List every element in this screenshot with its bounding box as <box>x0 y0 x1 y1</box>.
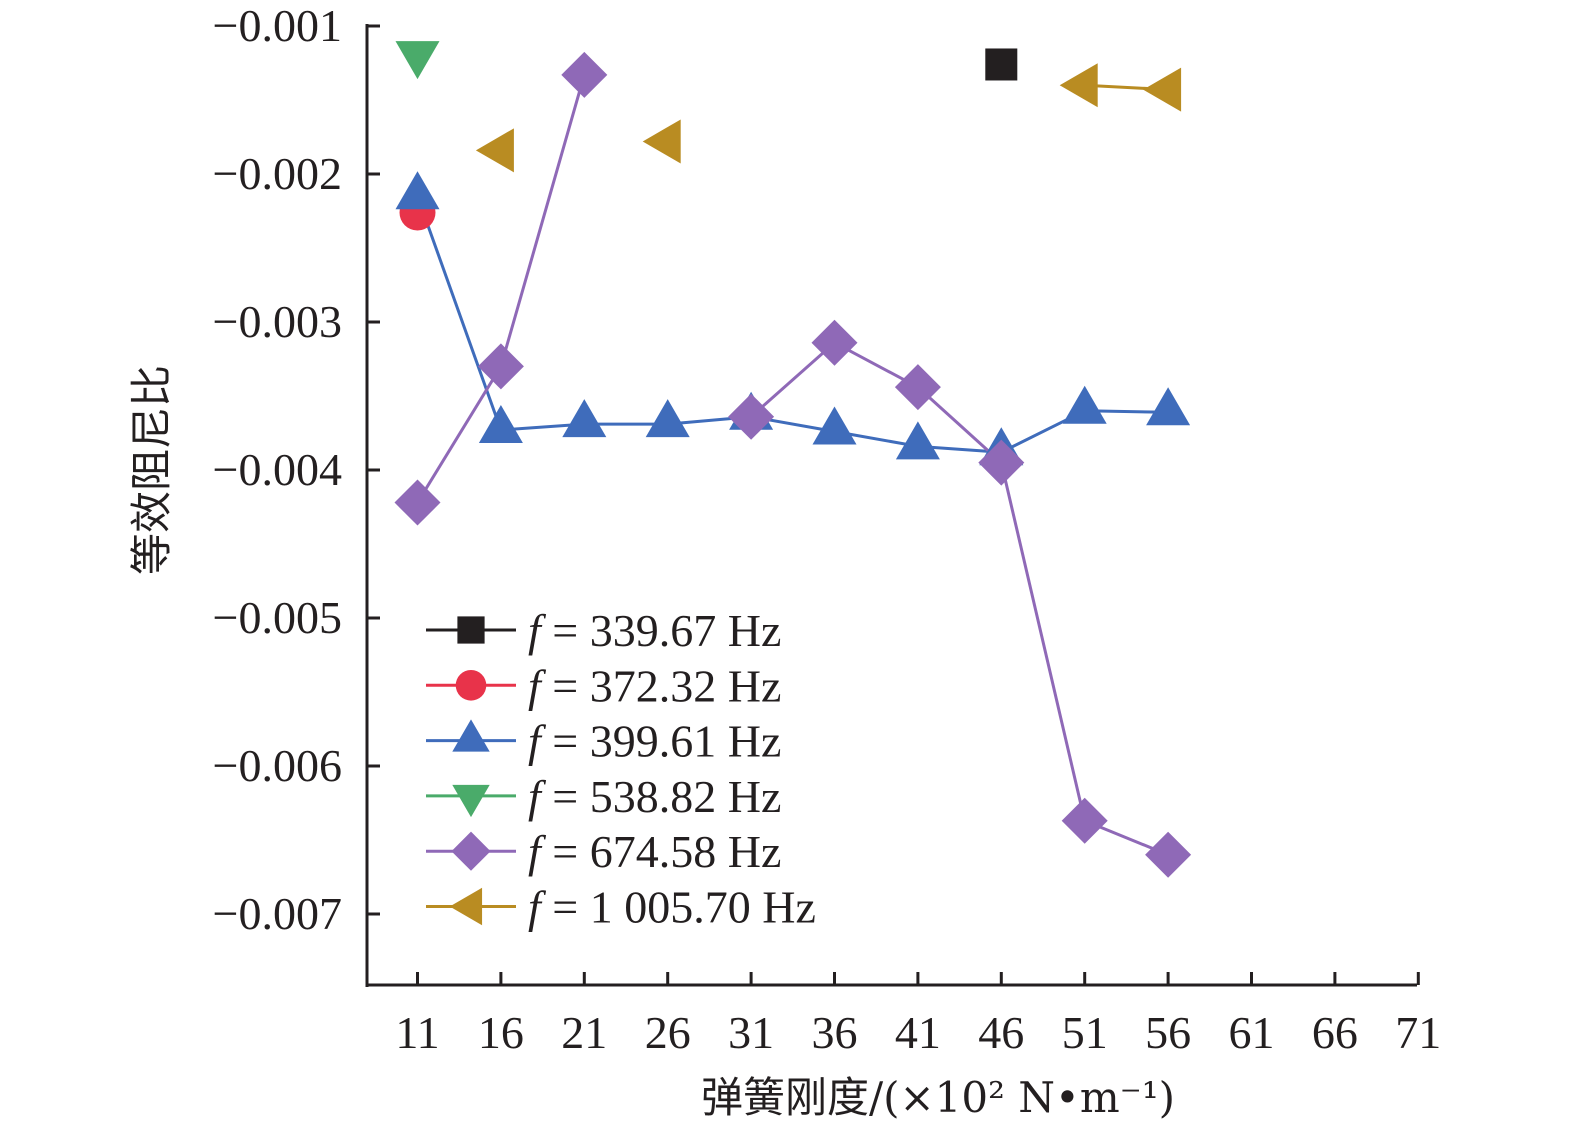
y-tick-label: −0.005 <box>213 592 342 643</box>
y-axis-title: 等效阻尼比 <box>127 365 176 575</box>
marker-triangle-up <box>1146 387 1191 426</box>
legend-item: f = 399.61 Hz <box>426 716 781 767</box>
x-tick-label: 61 <box>1229 1007 1275 1058</box>
marker-circle <box>455 670 487 701</box>
marker-diamond <box>894 364 941 411</box>
marker-square <box>457 616 485 644</box>
legend-label-value: = 339.67 Hz <box>541 605 782 656</box>
x-tick-label: 31 <box>728 1007 774 1058</box>
y-tick-label: −0.001 <box>213 0 342 51</box>
marker-triangle-down <box>452 784 490 818</box>
legend-label-value: = 538.82 Hz <box>541 771 782 822</box>
x-axis-title: 弹簧刚度/(×10² N•m⁻¹) <box>701 1073 1175 1122</box>
y-tick-label: −0.007 <box>213 888 342 939</box>
legend-label: f = 674.58 Hz <box>528 826 781 877</box>
marker-triangle-up <box>895 421 940 460</box>
marker-triangle-up <box>478 405 523 444</box>
x-tick-label: 71 <box>1395 1007 1441 1058</box>
marker-triangle-up <box>812 406 857 445</box>
x-tick-label: 11 <box>395 1007 439 1058</box>
y-ticks: −0.001 −0.002 −0.003 −0.004 −0.005 −0.006 −0.0… <box>213 0 380 939</box>
legend-item: f = 372.32 Hz <box>426 660 781 711</box>
y-tick-label: −0.002 <box>213 148 342 199</box>
x-tick-label: 41 <box>895 1007 941 1058</box>
legend-item: f = 674.58 Hz <box>426 826 781 877</box>
marker-diamond <box>978 439 1025 486</box>
series-line-segment <box>750 341 836 418</box>
x-ticks: 11 16 21 26 31 36 41 46 51 56 61 66 71 <box>395 972 1441 1058</box>
marker-diamond <box>728 393 775 440</box>
marker-triangle-up <box>645 399 690 438</box>
x-tick-label: 16 <box>478 1007 524 1058</box>
x-tick-label: 21 <box>561 1007 607 1058</box>
x-tick-label: 51 <box>1062 1007 1108 1058</box>
marker-triangle-left <box>449 887 483 926</box>
series-line-segment <box>416 365 503 504</box>
series-line-segment <box>916 386 1003 464</box>
legend-label-value: = 399.61 Hz <box>541 716 782 767</box>
axes <box>365 24 1417 987</box>
legend-item: f = 538.82 Hz <box>426 771 781 822</box>
marker-diamond <box>561 51 608 98</box>
series-line-segment <box>416 195 503 431</box>
x-tick-label: 36 <box>812 1007 858 1058</box>
legend-label: f = 372.32 Hz <box>528 660 781 711</box>
series-markers <box>394 41 1192 878</box>
marker-triangle-left <box>475 128 514 173</box>
legend-item: f = 1 005.70 Hz <box>426 882 816 933</box>
marker-diamond <box>477 343 524 390</box>
marker-triangle-down <box>395 41 440 80</box>
legend-label-value: = 674.58 Hz <box>541 826 782 877</box>
series-line-segment <box>999 462 1087 822</box>
x-tick-label: 46 <box>978 1007 1024 1058</box>
legend-label: f = 1 005.70 Hz <box>528 882 816 933</box>
series-line-segment <box>499 74 586 367</box>
marker-triangle-left <box>642 119 681 164</box>
marker-diamond <box>394 479 441 526</box>
x-tick-label: 26 <box>645 1007 691 1058</box>
y-tick-label: −0.004 <box>213 444 342 495</box>
marker-diamond <box>811 319 858 366</box>
marker-triangle-up <box>562 399 607 438</box>
marker-square <box>985 48 1018 81</box>
legend: f = 339.67 Hzf = 372.32 Hzf = 399.61 Hzf… <box>426 605 816 933</box>
legend-item: f = 339.67 Hz <box>426 605 781 656</box>
legend-label: f = 399.61 Hz <box>528 716 781 767</box>
y-tick-label: −0.003 <box>213 296 342 347</box>
marker-diamond <box>1145 831 1192 878</box>
legend-label: f = 538.82 Hz <box>528 771 781 822</box>
legend-label-value: = 1 005.70 Hz <box>541 882 816 933</box>
marker-triangle-up <box>1062 385 1107 424</box>
marker-diamond <box>451 831 491 871</box>
legend-label: f = 339.67 Hz <box>528 605 781 656</box>
x-tick-label: 66 <box>1312 1007 1358 1058</box>
marker-diamond <box>1061 797 1108 844</box>
marker-triangle-up <box>452 719 490 752</box>
x-tick-label: 56 <box>1145 1007 1191 1058</box>
marker-triangle-left <box>1143 67 1182 112</box>
marker-triangle-left <box>1059 63 1098 108</box>
y-tick-label: −0.006 <box>213 740 342 791</box>
marker-triangle-up <box>395 171 440 210</box>
legend-label-value: = 372.32 Hz <box>541 660 782 711</box>
